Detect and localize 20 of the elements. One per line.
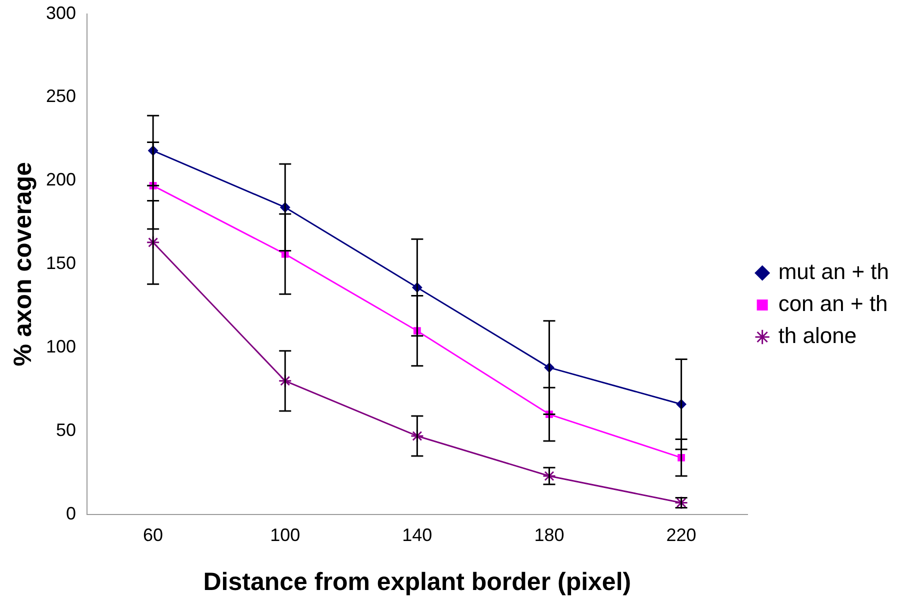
y-tick-label: 250 [46,86,76,106]
y-tick-label: 200 [46,170,76,190]
y-axis-title: % axon coverage [8,162,37,366]
x-tick-label: 140 [402,525,432,546]
point [410,429,424,443]
point [278,374,292,388]
y-tick-label: 50 [56,420,76,440]
legend-label: con an + th [778,291,888,316]
x-tick-label: 180 [534,525,564,546]
legend-label: th alone [778,323,857,348]
y-tick-label: 0 [66,503,76,524]
y-tick-label: 150 [46,253,76,274]
y-tick-label: 100 [46,336,76,356]
y-tick-label: 300 [46,2,76,23]
x-tick-label: 100 [270,525,300,546]
point [146,236,160,250]
x-tick-label: 60 [143,525,164,546]
x-axis-title: Distance from explant border (pixel) [203,568,632,596]
legend-label: mut an + th [778,259,890,284]
x-tick-label: 220 [666,525,696,546]
